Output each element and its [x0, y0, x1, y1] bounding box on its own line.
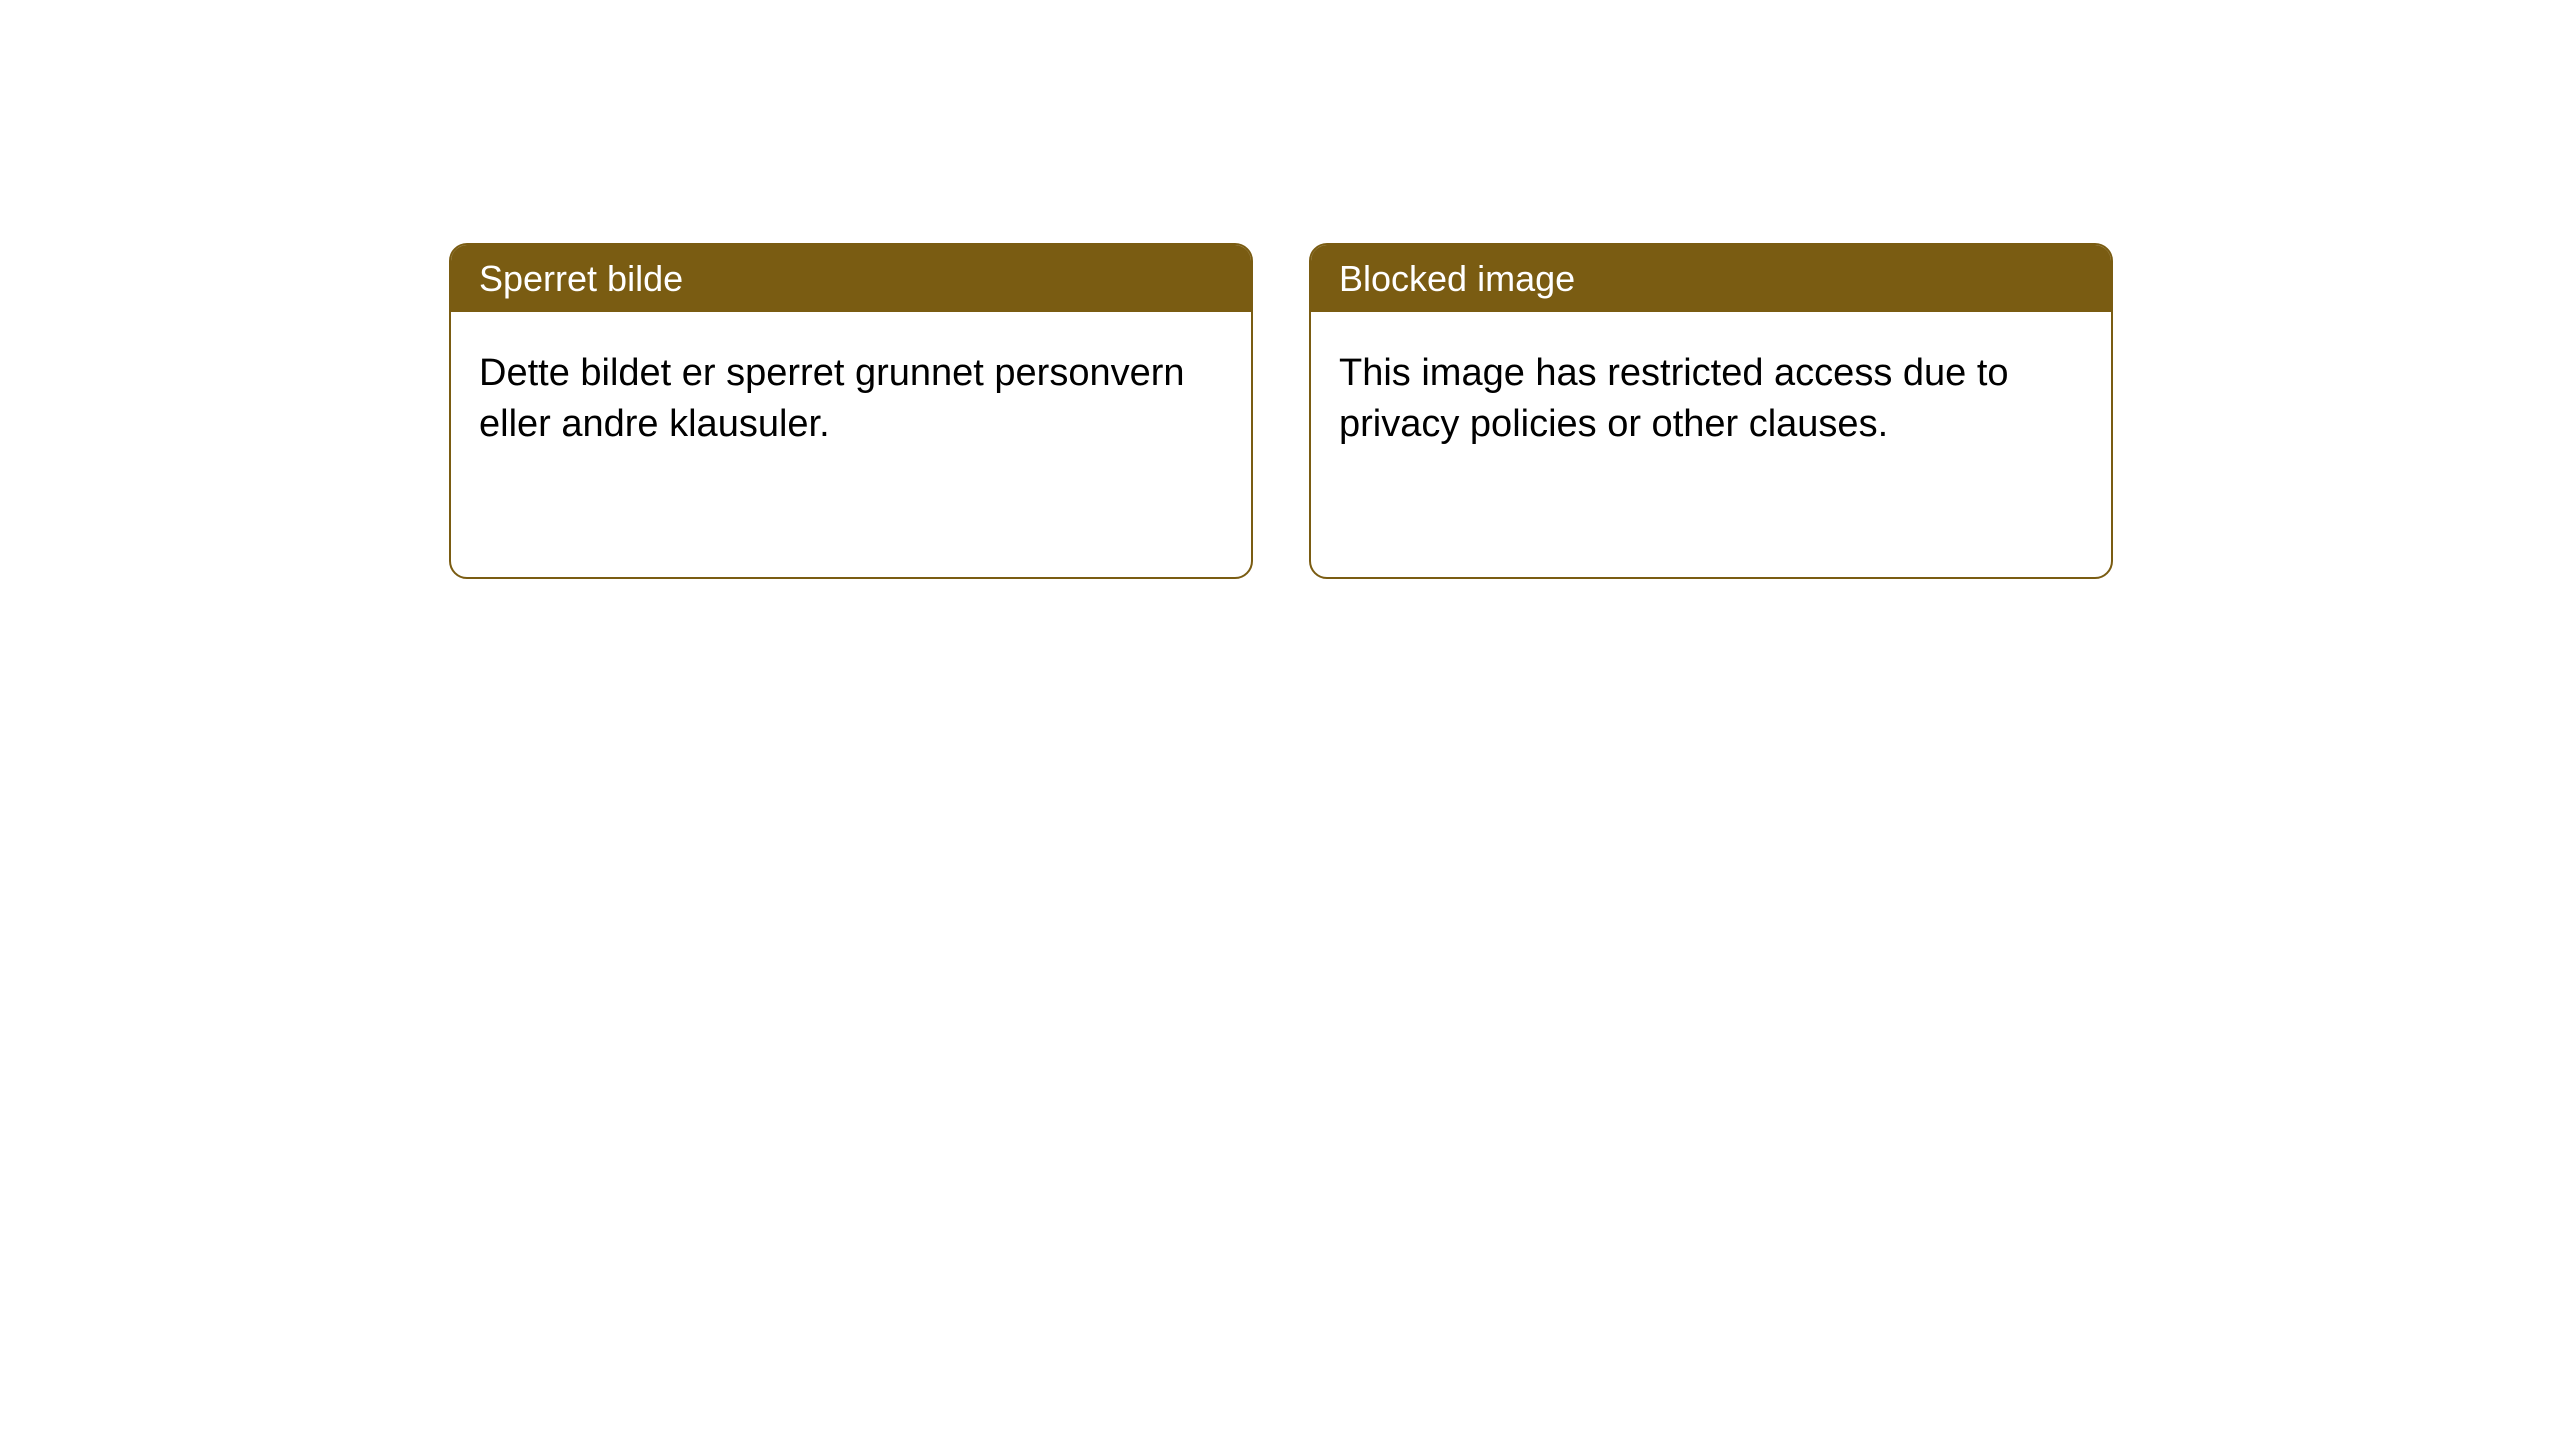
notice-title-english: Blocked image	[1311, 245, 2111, 312]
notice-title-norwegian: Sperret bilde	[451, 245, 1251, 312]
notice-card-english: Blocked image This image has restricted …	[1309, 243, 2113, 579]
notice-card-norwegian: Sperret bilde Dette bildet er sperret gr…	[449, 243, 1253, 579]
notice-body-norwegian: Dette bildet er sperret grunnet personve…	[451, 312, 1251, 487]
blocked-image-notices: Sperret bilde Dette bildet er sperret gr…	[0, 0, 2560, 579]
notice-body-english: This image has restricted access due to …	[1311, 312, 2111, 487]
